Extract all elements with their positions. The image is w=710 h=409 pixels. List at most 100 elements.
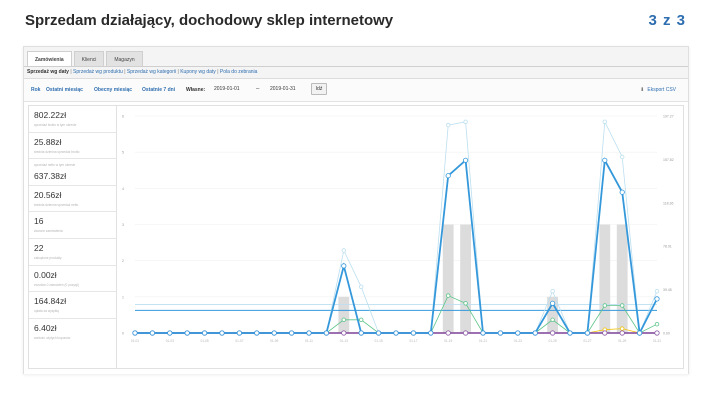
legend-item[interactable]: 22 zakupione produkty xyxy=(29,238,120,266)
legend-item[interactable]: 6.40zł wartość użytych kuponów xyxy=(29,318,120,345)
series-line xyxy=(135,157,658,337)
series-point xyxy=(602,330,608,336)
legend-label: średnia dzienna sprzedaż netto xyxy=(34,202,79,207)
x-tick-label: 01-01 xyxy=(131,339,139,343)
series-point xyxy=(132,330,138,336)
legend-item[interactable]: 164.84zł opłata za wysyłkę xyxy=(29,292,120,319)
report-frame: Zamówienia Klienci Magazyn Sprzedaż wg d… xyxy=(23,46,689,374)
series-point xyxy=(602,157,608,163)
date-from-input[interactable]: 2019-01-01 xyxy=(214,86,240,92)
legend-item[interactable]: 25.88zł średnia dzienna sprzedaż brutto xyxy=(29,132,120,160)
legend-value: 0.00zł xyxy=(34,269,57,280)
series-point xyxy=(549,330,556,336)
series-point xyxy=(497,330,503,336)
y-left-tick-label: 4 xyxy=(122,187,124,191)
legend-item[interactable]: 0.00zł zwrotów 0 zamówień (0 pozycji) xyxy=(29,265,120,293)
y-left-tick-label: 6 xyxy=(122,115,124,119)
orders-bar xyxy=(599,224,611,333)
legend-item[interactable]: 20.56zł średnia dzienna sprzedaż netto xyxy=(29,185,120,213)
series-point xyxy=(254,330,260,336)
tab-orders[interactable]: Zamówienia xyxy=(27,51,72,67)
y-right-tick-label: 78.91 xyxy=(663,245,672,249)
page-counter: 3 z 3 xyxy=(648,12,686,29)
export-csv-link[interactable]: ⬇ Eksport CSV xyxy=(640,87,676,93)
report-subnav: Sprzedaż wg daty | Sprzedaż wg produktu … xyxy=(27,69,257,75)
legend-item[interactable]: 16 złożone zamówienia xyxy=(29,212,120,239)
series-point xyxy=(289,330,295,336)
tab-customers[interactable]: Klienci xyxy=(73,51,105,67)
x-tick-label: 01-21 xyxy=(479,339,487,343)
legend-label: sprzedaż brutto w tym okresie xyxy=(34,123,77,127)
x-tick-label: 01-15 xyxy=(375,339,383,343)
date-to-input[interactable]: 2019-01-31 xyxy=(270,86,296,92)
orders-bar xyxy=(338,296,350,333)
series-point xyxy=(358,317,364,322)
series-point xyxy=(602,119,607,124)
series-point xyxy=(167,330,173,336)
legend-label: zwrotów 0 zamówień (0 pozycji) xyxy=(34,282,79,287)
x-tick-label: 01-09 xyxy=(270,339,278,343)
series-point xyxy=(393,330,399,336)
x-tick-label: 01-29 xyxy=(618,339,626,343)
y-left-tick-label: 5 xyxy=(122,151,124,155)
subnav-sales-by-date[interactable]: Sprzedaż wg daty xyxy=(27,69,69,75)
series-point xyxy=(532,330,538,336)
legend-item[interactable]: 637.38zł sprzedaż netto w tym okresie xyxy=(29,159,120,186)
y-left-tick-label: 2 xyxy=(122,259,124,263)
subnav-collection-fields[interactable]: Pola do zebrania xyxy=(219,69,258,75)
x-tick-label: 01-11 xyxy=(305,339,313,343)
subnav-separator: | xyxy=(217,69,220,75)
series-point xyxy=(480,330,486,336)
date-range-toolbar: Rok Ostatni miesiąc Obecny miesiąc Ostat… xyxy=(24,79,688,102)
x-tick-label: 01-13 xyxy=(340,339,348,343)
y-right-tick-label: 157.82 xyxy=(663,158,674,162)
legend-label: złożone zamówienia xyxy=(34,229,63,234)
series-point xyxy=(323,330,329,336)
subnav-sales-by-category[interactable]: Sprzedaż wg kategorii xyxy=(126,69,177,75)
series-point xyxy=(149,330,156,336)
series-point xyxy=(654,288,660,294)
series-point xyxy=(358,330,364,336)
series-point xyxy=(463,119,468,124)
series-line xyxy=(135,295,658,334)
range-last-7-days[interactable]: Ostatnie 7 dni xyxy=(142,87,176,93)
range-last-month[interactable]: Ostatni miesiąc xyxy=(46,87,83,93)
series-point xyxy=(358,284,364,289)
subnav-sales-by-product[interactable]: Sprzedaż wg produktu xyxy=(73,69,123,75)
sales-chart: 0 1 2 3 4 5 6 0.00 39.45 78.91 118.36 157.82 197.27 0… xyxy=(116,105,684,369)
series-line xyxy=(135,120,658,334)
export-csv-label: Eksport CSV xyxy=(647,87,676,93)
subnav-coupons-by-date[interactable]: Kupony wg daty xyxy=(180,69,216,75)
x-tick-label: 01-31 xyxy=(653,339,661,343)
legend-label: średnia dzienna sprzedaż brutto xyxy=(34,149,80,154)
series-point xyxy=(445,330,451,336)
y-right-tick-label: 197.27 xyxy=(663,115,674,119)
series-point xyxy=(306,330,312,336)
series-point xyxy=(341,330,347,336)
series-point xyxy=(619,330,625,336)
series-point xyxy=(654,296,660,302)
legend-value: 20.56zł xyxy=(34,189,62,200)
series-point xyxy=(202,330,208,336)
y-left-tick-label: 1 xyxy=(122,295,124,299)
y-left-tick-label: 0 xyxy=(122,332,124,336)
series-point xyxy=(446,122,451,128)
series-point xyxy=(428,330,434,336)
range-current-month[interactable]: Obecny miesiąc xyxy=(94,87,133,93)
x-tick-label: 01-23 xyxy=(514,339,522,343)
range-year[interactable]: Rok xyxy=(31,87,41,93)
go-button[interactable]: Idź xyxy=(311,83,327,95)
x-tick-label: 01-25 xyxy=(549,339,557,343)
y-right-tick-label: 39.45 xyxy=(663,288,672,292)
x-tick-label: 01-19 xyxy=(444,339,452,343)
series-point xyxy=(410,330,416,336)
date-range-dash: – xyxy=(256,86,260,92)
report-tabs: Zamówienia Klienci Magazyn xyxy=(24,51,143,67)
y-right-tick-label: 118.36 xyxy=(663,201,673,205)
tab-stock[interactable]: Magazyn xyxy=(106,51,143,67)
legend-value: 6.40zł xyxy=(34,322,57,333)
report-panel: Rok Ostatni miesiąc Obecny miesiąc Ostat… xyxy=(24,78,688,374)
x-tick-label: 01-07 xyxy=(235,339,243,343)
series-point xyxy=(584,330,590,336)
legend-item[interactable]: 802.22zł sprzedaż brutto w tym okresie xyxy=(29,106,120,133)
